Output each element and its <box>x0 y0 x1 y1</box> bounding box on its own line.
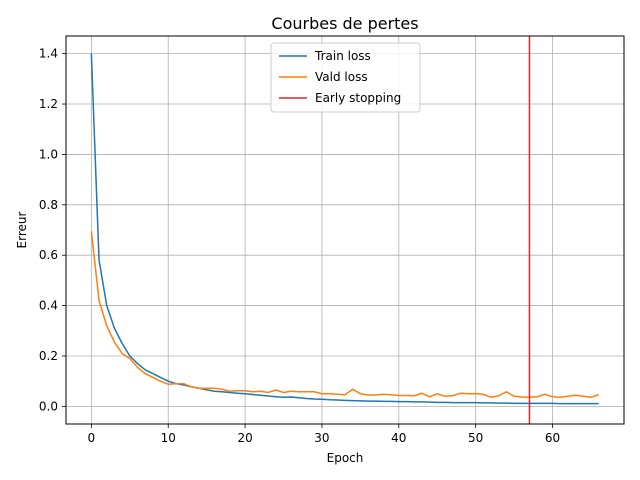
y-tick-label: 1.4 <box>39 47 58 61</box>
series-line-vald-loss <box>90 231 599 399</box>
y-tick-label: 1.0 <box>39 147 58 161</box>
y-tick-label: 0.4 <box>39 299 58 313</box>
y-tick-label: 0.2 <box>39 349 58 363</box>
x-tick-label: 30 <box>314 431 329 445</box>
x-axis-label: Epoch <box>327 451 364 465</box>
plot-area <box>90 36 599 424</box>
x-tick-label: 60 <box>545 431 560 445</box>
y-tick-label: 0.8 <box>39 198 58 212</box>
legend-label: Vald loss <box>315 70 368 84</box>
legend: Train loss Vald loss Early stopping <box>270 42 421 113</box>
x-tick-label: 0 <box>88 431 96 445</box>
series-layer <box>90 36 599 424</box>
legend-box <box>270 42 421 113</box>
x-tick-label: 10 <box>161 431 176 445</box>
legend-label: Train loss <box>314 49 371 63</box>
x-tick-label: 20 <box>237 431 252 445</box>
y-tick-label: 1.2 <box>39 97 58 111</box>
y-axis-label: Erreur <box>15 211 29 248</box>
y-tick-label: 0.6 <box>39 248 58 262</box>
legend-label: Early stopping <box>315 91 401 105</box>
chart-title: Courbes de pertes <box>271 14 418 33</box>
x-tick-label: 40 <box>391 431 406 445</box>
x-tick-label: 50 <box>468 431 483 445</box>
y-tick-label: 0.0 <box>39 399 58 413</box>
axes-frame <box>65 35 625 425</box>
ticks: 0 10 20 30 40 50 60 0.0 0.2 0.4 0.6 0.8 1.0 1.2 1.4 <box>39 47 560 445</box>
